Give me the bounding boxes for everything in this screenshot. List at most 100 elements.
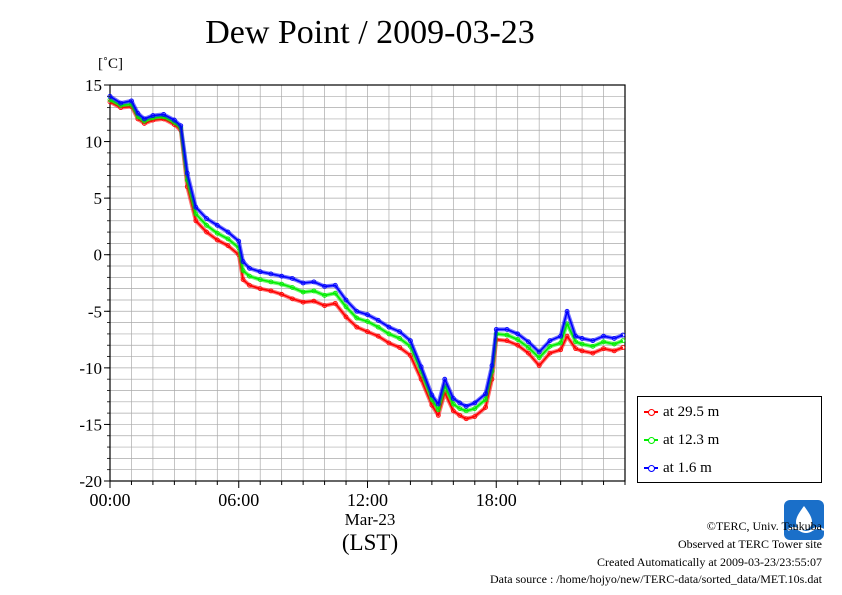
- data-point: [450, 396, 456, 401]
- data-point: [493, 326, 499, 332]
- data-point: [225, 243, 231, 249]
- data-point: [483, 391, 488, 397]
- x-tick-label: 18:00: [476, 490, 517, 510]
- x-tick-label: 06:00: [218, 490, 259, 510]
- data-point: [365, 312, 370, 318]
- data-point: [365, 319, 370, 324]
- data-point: [129, 98, 134, 104]
- data-point: [483, 405, 488, 410]
- data-point: [504, 338, 510, 344]
- y-tick-label: -15: [79, 415, 102, 434]
- footer-copyright: ©TERC, Univ. Tsukuba: [706, 519, 822, 533]
- data-point: [536, 355, 542, 361]
- data-point: [289, 285, 295, 290]
- data-point: [214, 222, 220, 228]
- data-point: [268, 271, 274, 277]
- data-point: [247, 273, 252, 279]
- data-point: [332, 300, 338, 306]
- legend: at 29.5 m at 12.3 m at 1.6 m: [637, 396, 822, 483]
- legend-swatch-red: [644, 409, 658, 416]
- data-point: [564, 308, 570, 314]
- data-point: [504, 332, 510, 338]
- legend-swatch-green: [644, 437, 658, 444]
- data-point: [240, 277, 246, 283]
- data-point: [322, 303, 327, 309]
- data-point: [536, 349, 542, 355]
- data-point: [515, 337, 521, 342]
- data-point: [620, 345, 626, 350]
- data-point: [457, 412, 463, 418]
- data-point: [590, 343, 596, 349]
- data-point: [418, 364, 424, 370]
- data-point: [472, 406, 478, 411]
- y-tick-label: -20: [79, 472, 102, 491]
- x-axis-date-label: Mar-23: [344, 510, 396, 529]
- data-point: [463, 408, 469, 414]
- data-point: [558, 347, 564, 353]
- data-point: [178, 123, 184, 129]
- data-point: [579, 336, 585, 341]
- data-point: [311, 288, 317, 294]
- y-tick-label: -5: [88, 302, 102, 321]
- data-point: [214, 237, 220, 243]
- data-point: [204, 216, 209, 221]
- data-point: [300, 299, 306, 305]
- data-point: [279, 273, 285, 279]
- x-tick-label: 00:00: [89, 490, 130, 510]
- data-point: [463, 403, 469, 409]
- data-point: [408, 338, 413, 344]
- data-point: [343, 314, 349, 320]
- series-line-1: [109, 98, 624, 412]
- y-tick-label: 15: [85, 76, 102, 95]
- data-point: [354, 308, 360, 314]
- data-point: [257, 277, 263, 283]
- data-point: [611, 341, 617, 347]
- y-tick-label: 10: [85, 133, 102, 152]
- data-point: [429, 392, 435, 398]
- data-point: [435, 407, 441, 413]
- data-point: [483, 397, 488, 402]
- data-point: [547, 350, 553, 356]
- data-point: [547, 338, 553, 344]
- data-point: [601, 339, 606, 345]
- data-point: [240, 268, 246, 273]
- data-point: [590, 338, 596, 344]
- data-point: [257, 269, 263, 275]
- legend-item-1-6m: at 1.6 m: [644, 457, 712, 479]
- data-point: [620, 332, 626, 338]
- data-point: [397, 329, 403, 335]
- legend-label: at 12.3 m: [663, 431, 720, 448]
- data-point: [300, 280, 306, 286]
- data-point: [526, 350, 531, 356]
- legend-item-12-3m: at 12.3 m: [644, 429, 719, 451]
- legend-label: at 29.5 m: [663, 403, 720, 420]
- y-tick-label: -10: [79, 359, 102, 378]
- data-point: [141, 116, 147, 122]
- chart-title: Dew Point / 2009-03-23: [205, 14, 535, 51]
- data-point: [515, 342, 521, 348]
- data-point: [526, 339, 531, 345]
- legend-item-29-5m: at 29.5 m: [644, 401, 719, 423]
- data-point: [354, 315, 360, 321]
- data-point: [472, 400, 478, 406]
- data-point: [472, 414, 478, 419]
- data-point: [193, 218, 199, 224]
- data-point: [489, 363, 495, 368]
- data-point: [332, 282, 338, 288]
- data-point: [225, 236, 231, 242]
- data-point: [279, 291, 285, 297]
- data-point: [463, 416, 469, 422]
- data-point: [620, 338, 626, 344]
- data-point: [332, 290, 338, 296]
- data-point: [311, 298, 317, 304]
- footer-created: Created Automatically at 2009-03-23/23:5…: [597, 555, 822, 569]
- data-point: [247, 282, 252, 288]
- data-point: [268, 279, 274, 285]
- data-point: [457, 400, 463, 406]
- series-line-2: [109, 95, 624, 408]
- data-point: [343, 304, 349, 310]
- data-point: [375, 333, 381, 339]
- data-point: [547, 343, 553, 349]
- data-point: [150, 113, 156, 118]
